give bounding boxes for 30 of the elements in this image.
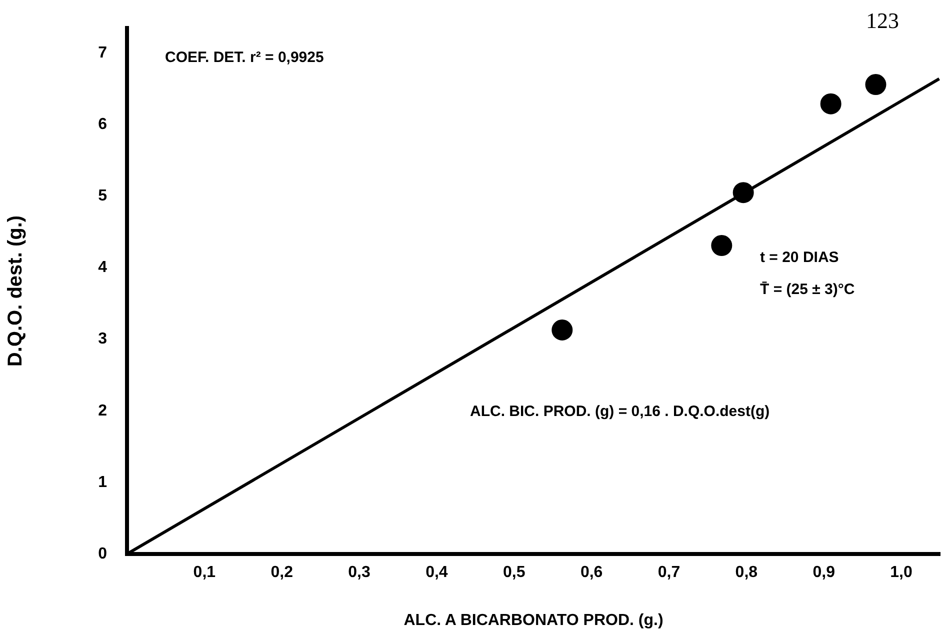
y-tick-label: 2: [98, 402, 108, 420]
point: [552, 320, 573, 341]
point: [865, 74, 886, 96]
x-tick-label: 0,7: [658, 564, 680, 582]
y-tick-label: 6: [98, 116, 108, 134]
x-tick-label: 0,5: [503, 564, 526, 582]
y-tick-label: 4: [98, 259, 108, 276]
annotation: 123: [866, 8, 899, 33]
x-tick-label: 0,6: [580, 564, 603, 582]
x-tick-label: 0,2: [270, 564, 294, 582]
annotation: ALC. BIC. PROD. (g) = 0,16 . D.Q.O.dest(g): [470, 403, 770, 420]
x-tick-label: 0,1: [193, 564, 216, 582]
y-tick-label: 1: [98, 474, 108, 491]
point: [711, 235, 732, 256]
x-tick-label: 0,9: [812, 564, 836, 582]
annotation: COEF. DET. r² = 0,9925: [165, 49, 324, 66]
y-tick-label: 5: [98, 188, 108, 205]
x-axis-title: ALC. A BICARBONATO PROD. (g.): [404, 612, 664, 629]
x-tick-label: 0,8: [735, 564, 758, 582]
annotation: T̄ = (25 ± 3)°C: [760, 281, 855, 298]
y-axis-title: D.Q.O. dest. (g.): [4, 215, 27, 367]
x-tick-label: 0,4: [426, 564, 448, 582]
point: [820, 93, 842, 114]
y-tick-label: 7: [98, 44, 108, 62]
x-tick-label: 1,0: [890, 564, 913, 582]
y-tick-label: 3: [98, 330, 108, 348]
x-tick-label: 0,3: [348, 564, 371, 582]
annotation: t = 20 DIAS: [760, 249, 839, 266]
y-tick-label: 0: [98, 545, 108, 562]
point: [732, 182, 754, 204]
